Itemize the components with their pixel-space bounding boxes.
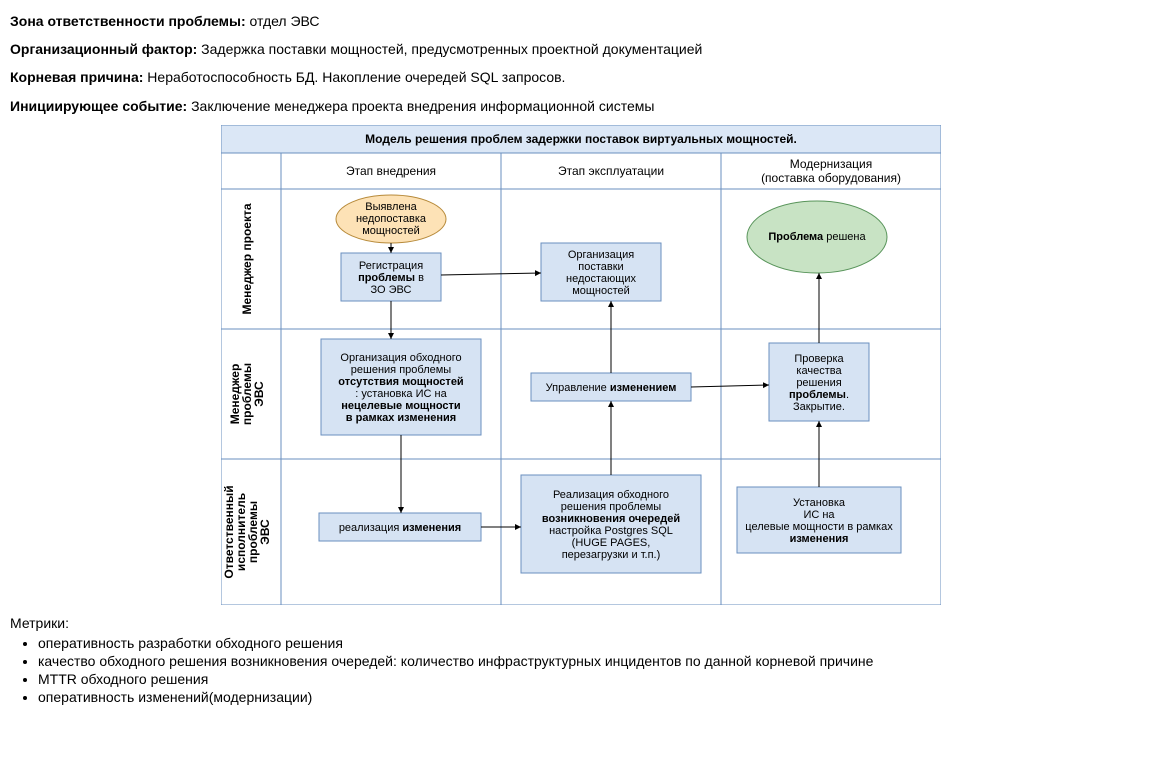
- node-check_quality: Проверкакачестварешенияпроблемы.Закрытие…: [769, 343, 869, 421]
- svg-text:(поставка оборудования): (поставка оборудования): [761, 171, 901, 185]
- svg-text:недопоставка: недопоставка: [356, 213, 427, 225]
- meta-value: отдел ЭВС: [246, 13, 320, 29]
- node-solved: Проблема решена: [747, 201, 887, 273]
- svg-text:реализация изменения: реализация изменения: [339, 522, 461, 534]
- svg-text:Реализация обходного: Реализация обходного: [553, 489, 669, 501]
- svg-text:настройка Postgres SQL: настройка Postgres SQL: [549, 525, 673, 537]
- meta-label: Зона ответственности проблемы:: [10, 13, 246, 29]
- svg-text:: установка ИС на: : установка ИС на: [355, 388, 447, 400]
- svg-text:целевые мощности в рамках: целевые мощности в рамках: [745, 521, 893, 533]
- edge: [691, 385, 769, 387]
- meta-line: Зона ответственности проблемы: отдел ЭВС: [10, 12, 1152, 30]
- svg-text:решения проблемы: решения проблемы: [351, 364, 452, 376]
- svg-text:качества: качества: [796, 365, 842, 377]
- meta-label: Организационный фактор:: [10, 41, 197, 57]
- node-install_target: УстановкаИС нацелевые мощности в рамкахи…: [737, 487, 901, 553]
- svg-text:проблемы.: проблемы.: [789, 389, 849, 401]
- svg-text:ЗО ЭВС: ЗО ЭВС: [371, 284, 412, 296]
- svg-text:Этап внедрения: Этап внедрения: [346, 164, 436, 178]
- svg-text:нецелевые мощности: нецелевые мощности: [341, 400, 460, 412]
- node-start: Выявленанедопоставкамощностей: [336, 195, 446, 243]
- svg-text:Модернизация: Модернизация: [790, 157, 872, 171]
- metrics-heading: Метрики:: [10, 615, 1152, 631]
- svg-text:Установка: Установка: [793, 497, 846, 509]
- svg-text:Закрытие.: Закрытие.: [793, 401, 845, 413]
- svg-text:Организация: Организация: [568, 249, 634, 261]
- meta-line: Организационный фактор: Задержка поставк…: [10, 40, 1152, 58]
- diagram-container: Модель решения проблем задержки поставок…: [10, 125, 1152, 605]
- swimlane-diagram: Модель решения проблем задержки поставок…: [221, 125, 941, 605]
- metrics-item: оперативность изменений(модернизации): [38, 689, 1152, 705]
- meta-label: Корневая причина:: [10, 69, 143, 85]
- svg-text:поставки: поставки: [578, 261, 623, 273]
- svg-text:Организация обходного: Организация обходного: [340, 352, 461, 364]
- edge: [441, 273, 541, 275]
- svg-text:Этап эксплуатации: Этап эксплуатации: [558, 164, 664, 178]
- svg-text:возникновения очередей: возникновения очередей: [542, 513, 680, 525]
- svg-text:Ответственныйисполнительпробле: ОтветственныйисполнительпроблемыЭВС: [222, 485, 272, 578]
- meta-line: Корневая причина: Неработоспособность БД…: [10, 68, 1152, 86]
- meta-label: Инициирующее событие:: [10, 98, 187, 114]
- svg-text:ИС на: ИС на: [803, 509, 835, 521]
- svg-text:Проверка: Проверка: [794, 353, 844, 365]
- svg-text:мощностей: мощностей: [362, 225, 420, 237]
- svg-text:в рамках изменения: в рамках изменения: [346, 412, 456, 424]
- node-workaround_org: Организация обходногорешения проблемыотс…: [321, 339, 481, 435]
- svg-text:Управление изменением: Управление изменением: [546, 382, 677, 394]
- svg-text:изменения: изменения: [790, 533, 849, 545]
- svg-text:Регистрация: Регистрация: [359, 260, 423, 272]
- metrics-item: оперативность разработки обходного решен…: [38, 635, 1152, 651]
- node-workaround_impl: Реализация обходногорешения проблемывозн…: [521, 475, 701, 573]
- node-org_deliver: Организацияпоставкинедостающихмощностей: [541, 243, 661, 301]
- meta-value: Задержка поставки мощностей, предусмотре…: [197, 41, 702, 57]
- metrics-item: MTTR обходного решения: [38, 671, 1152, 687]
- meta-value: Неработоспособность БД. Накопление очере…: [143, 69, 565, 85]
- svg-text:Проблема решена: Проблема решена: [768, 231, 866, 243]
- svg-text:перезагрузки и т.п.): перезагрузки и т.п.): [562, 549, 661, 561]
- node-reg: Регистрацияпроблемы вЗО ЭВС: [341, 253, 441, 301]
- svg-text:решения проблемы: решения проблемы: [561, 501, 662, 513]
- svg-text:Выявлена: Выявлена: [365, 201, 417, 213]
- metrics-list: оперативность разработки обходного решен…: [10, 635, 1152, 705]
- svg-text:решения: решения: [796, 377, 841, 389]
- svg-text:отсутствия мощностей: отсутствия мощностей: [338, 376, 463, 388]
- node-change_mgmt: Управление изменением: [531, 373, 691, 401]
- svg-text:недостающих: недостающих: [566, 273, 636, 285]
- node-realize_change: реализация изменения: [319, 513, 481, 541]
- meta-line: Инициирующее событие: Заключение менедже…: [10, 97, 1152, 115]
- svg-text:(HUGE PAGES,: (HUGE PAGES,: [572, 537, 651, 549]
- svg-text:МенеджерпроблемыЭВС: МенеджерпроблемыЭВС: [228, 363, 266, 425]
- svg-text:Модель решения проблем задержк: Модель решения проблем задержки поставок…: [365, 132, 797, 146]
- svg-text:Менеджер проекта: Менеджер проекта: [240, 203, 254, 314]
- svg-text:мощностей: мощностей: [572, 285, 630, 297]
- meta-value: Заключение менеджера проекта внедрения и…: [187, 98, 654, 114]
- svg-text:проблемы в: проблемы в: [358, 272, 424, 284]
- metrics-item: качество обходного решения возникновения…: [38, 653, 1152, 669]
